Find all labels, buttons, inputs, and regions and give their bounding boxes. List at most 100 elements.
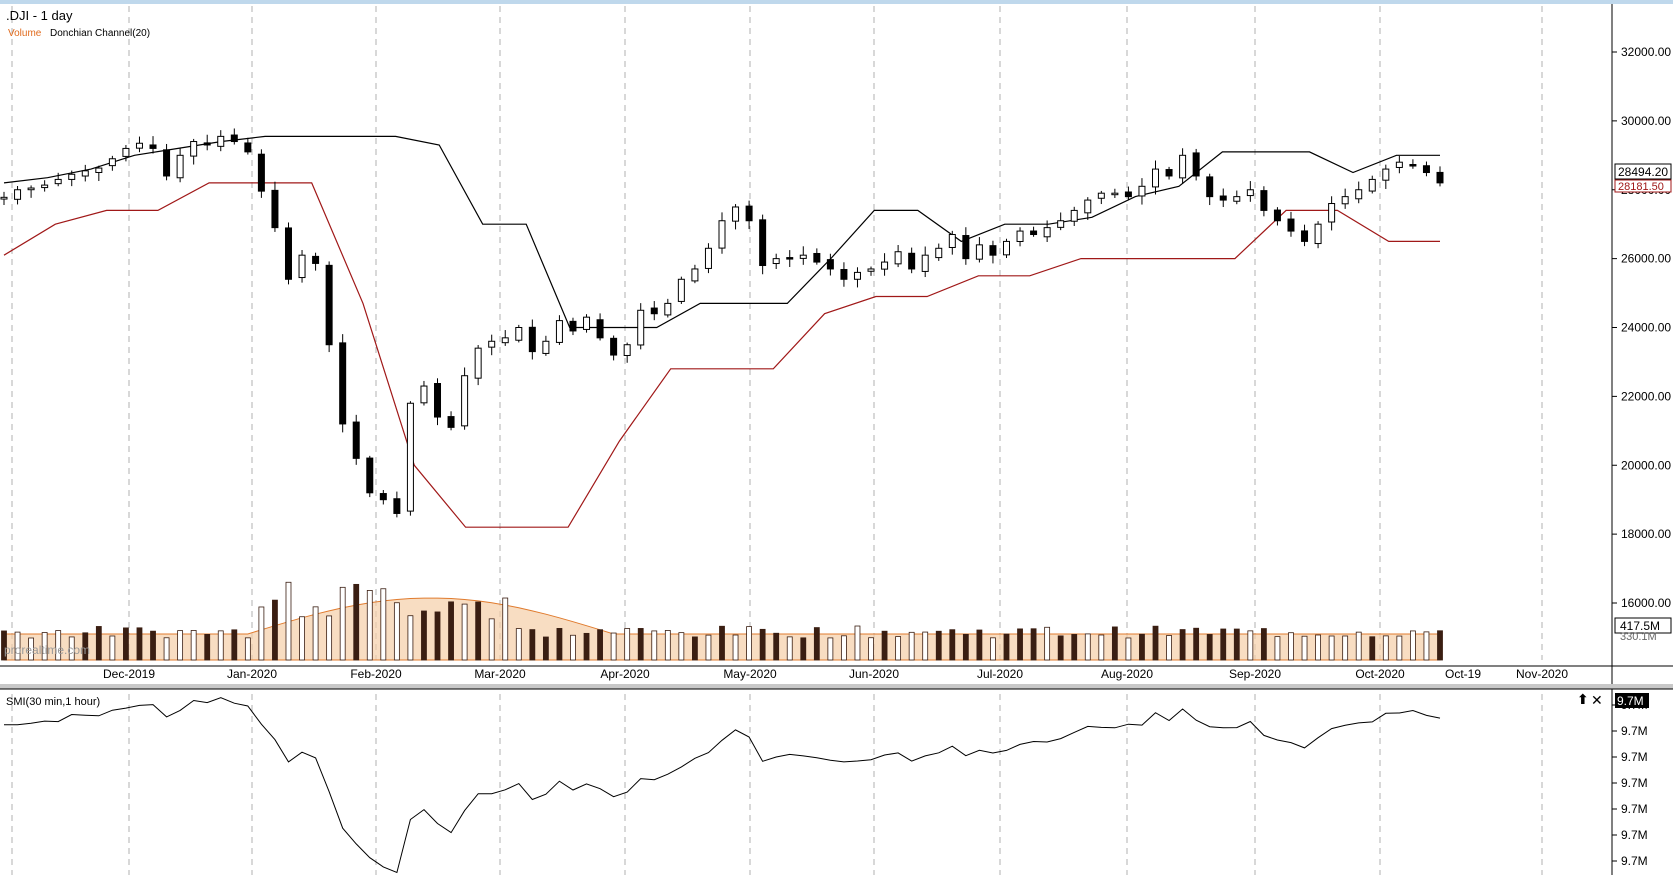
candle-body	[745, 205, 753, 222]
candle-body	[962, 235, 970, 260]
candle-body	[122, 147, 130, 157]
candle-body	[1382, 168, 1390, 181]
candle-body	[677, 278, 685, 302]
month-label: Jun-2020	[849, 667, 899, 681]
donchian-tag: 28181.50	[1618, 181, 1664, 193]
candle-body	[135, 142, 143, 149]
close-icon[interactable]: ✕	[1591, 692, 1603, 708]
candle-body	[434, 383, 442, 418]
volume-bar	[1017, 628, 1023, 661]
candle-body	[975, 244, 983, 260]
candle-body	[528, 326, 536, 353]
candle-body	[772, 258, 780, 265]
volume-bar	[421, 610, 427, 661]
volume-bar	[1260, 628, 1267, 661]
volume-bar	[990, 637, 996, 661]
volume-bar	[786, 636, 793, 661]
volume-bar	[1044, 626, 1051, 661]
volume-bar	[556, 628, 563, 661]
month-label: Mar-2020	[474, 667, 526, 681]
volume-bar	[1071, 634, 1078, 661]
volume-bar	[1369, 636, 1376, 661]
candle-body	[1219, 195, 1227, 201]
volume-bar	[610, 632, 617, 661]
last-price-tag: 28494.20	[1618, 165, 1668, 179]
candle-body	[826, 259, 834, 270]
volume-bar	[1423, 631, 1430, 661]
volume-tag-box	[1614, 617, 1672, 634]
volume-bar	[1206, 634, 1213, 661]
candle-body	[447, 416, 455, 428]
candle-body	[881, 261, 889, 270]
up-arrow-icon[interactable]: ⬆	[1577, 691, 1589, 707]
volume-bar	[150, 630, 156, 661]
volume-bar	[597, 629, 603, 661]
month-label: Dec-2019	[103, 667, 155, 681]
volume-bar	[136, 627, 143, 661]
candle-body	[488, 340, 496, 348]
volume-bar	[1098, 634, 1105, 661]
volume-bar	[190, 630, 197, 661]
volume-bar	[434, 611, 441, 661]
candle-body	[542, 340, 550, 354]
candle-body	[921, 254, 929, 272]
candle-body	[501, 337, 509, 344]
last-price-tag-box	[1614, 163, 1672, 180]
volume-bar	[258, 606, 265, 661]
month-label: Oct-19	[1445, 667, 1481, 681]
volume-bar	[55, 630, 62, 661]
volume-bar	[1152, 625, 1159, 661]
volume-bar	[678, 632, 685, 661]
candle-body	[27, 187, 35, 191]
volume-bar	[542, 636, 549, 661]
volume-bar	[759, 628, 766, 661]
volume-bar	[1003, 633, 1010, 661]
candle-body	[406, 402, 414, 512]
volume-bar	[515, 628, 522, 661]
volume-bar	[14, 631, 21, 661]
candle-body	[298, 254, 306, 279]
smi-line: 9.7M 9.7M 9.7M 9.7M 9.7M 9.7M 9.7M	[4, 697, 1648, 874]
volume-bar	[95, 626, 102, 661]
candle-body	[1057, 220, 1065, 228]
volume-bar	[1301, 635, 1308, 661]
candle-body	[1287, 218, 1295, 232]
candle-body	[637, 309, 645, 346]
candle-body	[583, 316, 591, 330]
volume-bar	[637, 628, 644, 661]
candle-body	[244, 142, 252, 153]
candle-body	[555, 320, 563, 343]
price-tick-label: 20000.00	[1621, 458, 1671, 472]
month-label: Sep-2020	[1229, 667, 1281, 681]
volume-bar	[908, 631, 915, 661]
volume-bar	[868, 637, 874, 661]
candle-body	[596, 319, 604, 339]
volume-bar	[1111, 626, 1118, 661]
volume-bar	[773, 632, 780, 661]
candle-body	[1301, 230, 1309, 242]
legend-donchian[interactable]: Donchian Channel(20)	[50, 28, 150, 39]
volume-bar	[895, 636, 902, 661]
candle-body	[867, 268, 875, 272]
volume-bar	[231, 629, 238, 661]
legend-volume[interactable]: Volume	[8, 28, 42, 39]
volume-bar	[922, 631, 929, 661]
candle-body	[1016, 230, 1024, 242]
chart-title: .DJI - 1 day	[6, 8, 73, 23]
candle-body	[379, 493, 387, 501]
candle-body	[691, 268, 699, 282]
volume-bar	[285, 581, 292, 661]
volume-bar	[1125, 637, 1132, 661]
volume-bar	[1193, 627, 1200, 661]
candle-body	[190, 141, 198, 157]
candle-body	[1355, 189, 1363, 200]
price-tick-label: 18000.00	[1621, 527, 1671, 541]
candle-body	[1436, 171, 1444, 184]
volume-bar	[1220, 628, 1227, 661]
smi-tick-label: 9.7M	[1621, 776, 1648, 790]
donchian-tag-box	[1614, 179, 1672, 193]
candle-body	[840, 269, 848, 280]
volume-bar	[28, 637, 34, 661]
volume-bar	[448, 601, 454, 661]
